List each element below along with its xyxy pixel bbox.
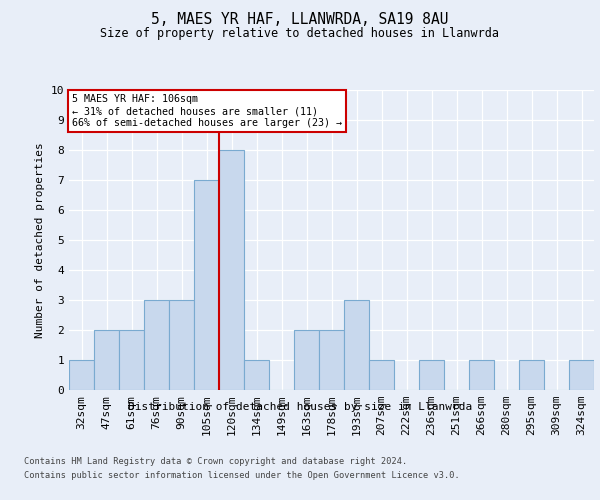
Text: Contains public sector information licensed under the Open Government Licence v3: Contains public sector information licen… (24, 471, 460, 480)
Bar (144, 300, 169, 390)
Bar (69, 360, 94, 390)
Y-axis label: Number of detached properties: Number of detached properties (35, 142, 45, 338)
Bar (344, 300, 369, 390)
Bar (419, 360, 444, 390)
Bar (94, 330, 119, 390)
Bar (169, 300, 194, 390)
Bar (119, 330, 144, 390)
Text: Contains HM Land Registry data © Crown copyright and database right 2024.: Contains HM Land Registry data © Crown c… (24, 458, 407, 466)
Text: 5 MAES YR HAF: 106sqm
← 31% of detached houses are smaller (11)
66% of semi-deta: 5 MAES YR HAF: 106sqm ← 31% of detached … (71, 94, 341, 128)
Bar (569, 360, 594, 390)
Bar (194, 180, 219, 390)
Bar (369, 360, 394, 390)
Text: 5, MAES YR HAF, LLANWRDA, SA19 8AU: 5, MAES YR HAF, LLANWRDA, SA19 8AU (151, 12, 449, 28)
Bar (219, 150, 244, 390)
Bar (319, 330, 344, 390)
Bar (469, 360, 494, 390)
Text: Size of property relative to detached houses in Llanwrda: Size of property relative to detached ho… (101, 28, 499, 40)
Bar (294, 330, 319, 390)
Bar (519, 360, 544, 390)
Text: Distribution of detached houses by size in Llanwrda: Distribution of detached houses by size … (128, 402, 472, 412)
Bar (244, 360, 269, 390)
